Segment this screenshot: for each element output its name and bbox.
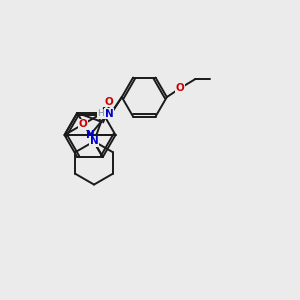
Text: O: O (104, 97, 113, 107)
Text: H: H (98, 110, 104, 118)
Text: N: N (85, 130, 94, 140)
Text: O: O (79, 119, 87, 129)
Text: N: N (105, 109, 114, 119)
Text: O: O (176, 83, 185, 93)
Text: N: N (90, 136, 98, 146)
